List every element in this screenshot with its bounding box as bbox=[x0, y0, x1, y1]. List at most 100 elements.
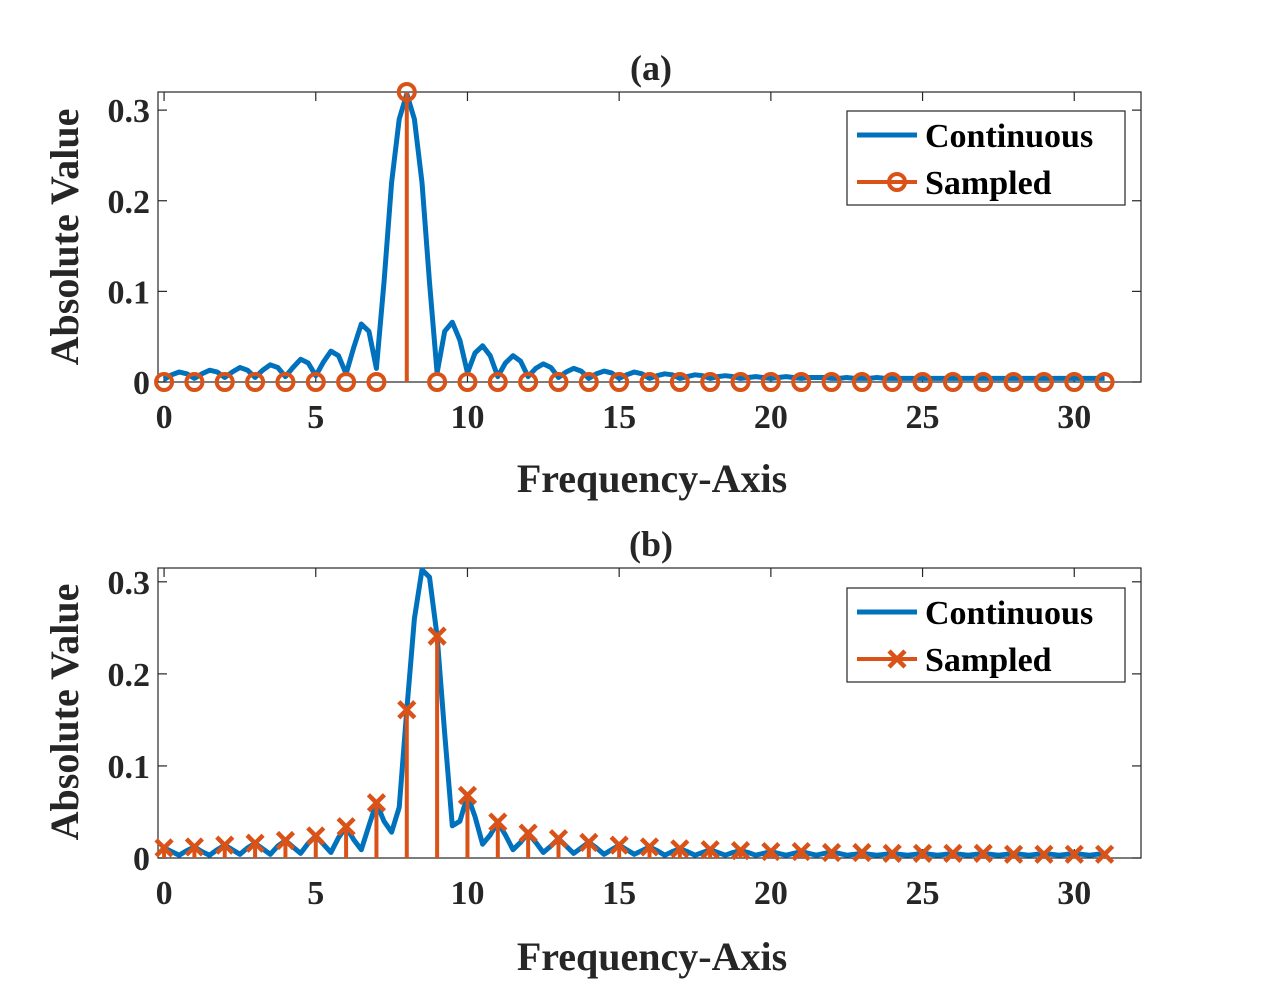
sampled-marker bbox=[487, 372, 508, 392]
legend-box bbox=[846, 587, 1126, 683]
x-tick-label: 10 bbox=[450, 875, 484, 912]
legend-sampled-marker bbox=[887, 172, 907, 192]
sampled-marker bbox=[397, 700, 417, 720]
sampled-marker bbox=[760, 372, 781, 392]
sampled-marker bbox=[821, 842, 842, 863]
sampled-marker bbox=[579, 832, 599, 852]
x-tick-label: 10 bbox=[450, 399, 484, 436]
sampled-marker bbox=[973, 843, 993, 863]
sampled-marker bbox=[396, 82, 417, 102]
y-tick-label: 0.1 bbox=[108, 274, 151, 311]
x-tick-label: 15 bbox=[602, 875, 636, 912]
sampled-marker bbox=[548, 372, 569, 392]
sampled-marker bbox=[578, 372, 599, 392]
sampled-marker bbox=[457, 372, 478, 392]
sampled-marker bbox=[427, 372, 448, 392]
panel-a-xlabel: Frequency-Axis bbox=[517, 456, 787, 501]
x-tick-label: 0 bbox=[156, 875, 173, 912]
sampled-marker bbox=[821, 372, 842, 392]
sampled-marker bbox=[609, 372, 630, 392]
sampled-marker bbox=[305, 372, 326, 392]
x-tick-label: 5 bbox=[307, 875, 324, 912]
y-tick-label: 0.3 bbox=[108, 565, 151, 602]
sampled-marker bbox=[275, 830, 296, 851]
x-tick-label: 30 bbox=[1057, 875, 1091, 912]
sampled-marker bbox=[730, 372, 751, 392]
sampled-marker bbox=[548, 829, 569, 849]
x-tick-label: 25 bbox=[906, 399, 940, 436]
x-tick-label: 30 bbox=[1057, 399, 1091, 436]
y-tick-label: 0.2 bbox=[108, 184, 151, 221]
sampled-marker bbox=[366, 793, 387, 813]
sampled-marker bbox=[973, 372, 994, 392]
panel-a-ylabel: Absolute Value bbox=[42, 109, 87, 366]
legend-sampled-marker bbox=[887, 649, 907, 669]
sampled-marker bbox=[154, 838, 174, 858]
sampled-marker bbox=[184, 837, 204, 857]
x-tick-label: 15 bbox=[602, 399, 636, 436]
sampled-marker bbox=[639, 837, 660, 857]
sampled-marker bbox=[245, 372, 266, 392]
sampled-marker bbox=[306, 826, 326, 846]
sampled-marker bbox=[852, 842, 872, 863]
y-tick-label: 0 bbox=[133, 841, 150, 878]
sampled-marker bbox=[275, 372, 296, 392]
panel-b-ylabel: Absolute Value bbox=[42, 584, 87, 841]
sampled-marker bbox=[336, 372, 357, 392]
sampled-marker bbox=[700, 840, 720, 860]
sampled-marker bbox=[1064, 372, 1085, 392]
y-tick-label: 0.1 bbox=[108, 749, 151, 786]
sampled-marker bbox=[791, 841, 811, 862]
sampled-marker bbox=[215, 835, 235, 855]
sampled-marker bbox=[154, 372, 175, 392]
sampled-marker bbox=[1094, 844, 1115, 864]
y-tick-label: 0.2 bbox=[108, 657, 151, 694]
sampled-marker bbox=[457, 785, 478, 805]
sampled-marker bbox=[518, 823, 538, 843]
sampled-marker bbox=[943, 843, 963, 863]
sampled-marker bbox=[669, 372, 690, 392]
sampled-marker bbox=[882, 372, 903, 392]
x-tick-label: 5 bbox=[307, 399, 324, 436]
sampled-marker bbox=[912, 372, 933, 392]
x-tick-label: 20 bbox=[754, 399, 788, 436]
sampled-marker bbox=[366, 372, 387, 392]
legend-continuous-label: Continuous bbox=[925, 118, 1093, 155]
legend-continuous-label: Continuous bbox=[925, 595, 1093, 632]
sampled-marker bbox=[912, 843, 933, 863]
legend-sampled-label: Sampled bbox=[925, 642, 1052, 679]
sampled-marker bbox=[1033, 372, 1054, 392]
sampled-marker bbox=[427, 626, 447, 646]
sampled-marker bbox=[882, 843, 902, 863]
sampled-marker bbox=[670, 839, 690, 859]
y-tick-label: 0 bbox=[133, 365, 150, 402]
sampled-marker bbox=[700, 372, 721, 392]
sampled-marker bbox=[1003, 844, 1024, 864]
sampled-marker bbox=[1064, 844, 1084, 864]
legend-sampled-label: Sampled bbox=[925, 165, 1052, 202]
sampled-marker bbox=[1003, 372, 1024, 392]
sampled-marker bbox=[942, 372, 963, 392]
sampled-marker bbox=[609, 835, 629, 855]
sampled-marker bbox=[518, 372, 539, 392]
sampled-marker bbox=[214, 372, 235, 392]
sampled-marker bbox=[761, 841, 781, 862]
y-tick-label: 0.3 bbox=[108, 93, 151, 130]
sampled-marker bbox=[851, 372, 872, 392]
x-tick-label: 25 bbox=[906, 875, 940, 912]
sampled-marker bbox=[184, 372, 205, 392]
panel-b-xlabel: Frequency-Axis bbox=[517, 934, 787, 979]
sampled-marker bbox=[730, 841, 751, 861]
sampled-marker bbox=[336, 817, 356, 837]
sampled-marker bbox=[245, 833, 265, 853]
panel-b-title: (b) bbox=[629, 524, 673, 564]
panel-a-title: (a) bbox=[630, 48, 672, 88]
sampled-marker bbox=[639, 372, 660, 392]
x-tick-label: 0 bbox=[156, 399, 173, 436]
sampled-marker bbox=[1094, 372, 1115, 392]
plot-area-frame bbox=[157, 91, 1142, 383]
x-tick-label: 20 bbox=[754, 875, 788, 912]
panel-a: (a) Absolute Value Frequency-Axis 0 5 10 15… bbox=[42, 48, 1142, 501]
panel-b: (b) Absolute Value Frequency-Axis 0 5 10 15… bbox=[42, 524, 1142, 979]
